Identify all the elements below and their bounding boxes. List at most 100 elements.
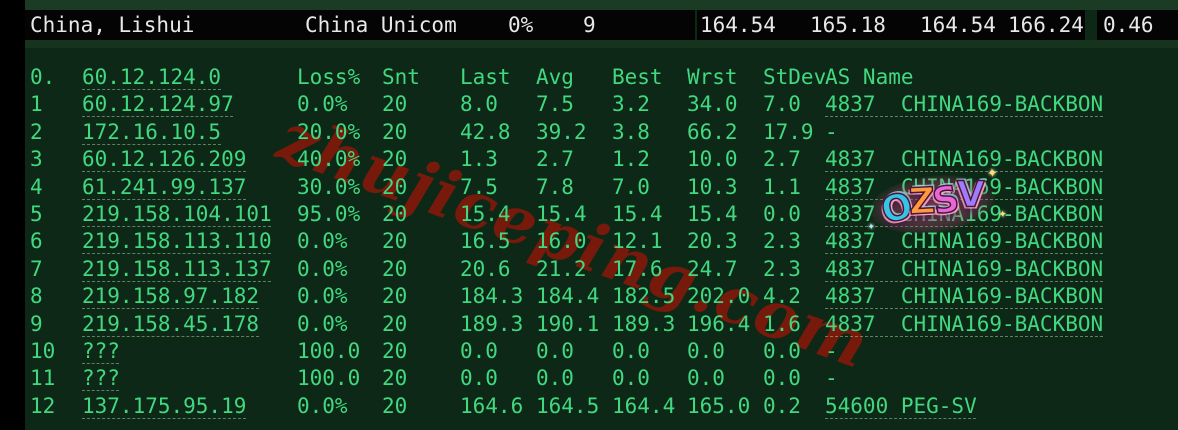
wrst-cell: 10.3	[687, 174, 738, 199]
host-ip-link[interactable]: 172.16.10.5	[82, 119, 222, 144]
host-ip-link[interactable]: ???	[82, 366, 120, 391]
avg-cell: 16.0	[536, 229, 587, 254]
hop-number: 11	[30, 366, 56, 391]
summary-stat-min: 164.54	[700, 13, 776, 37]
hop-number: 6	[30, 229, 43, 254]
asname-link[interactable]: 4837 CHINA169-BACKBON	[825, 311, 1104, 336]
summary-isp: China Unicom	[305, 13, 457, 37]
loss-cell: Loss%	[297, 65, 361, 89]
snt-cell: Snt	[382, 65, 420, 89]
stdev-cell: 1.1	[763, 174, 801, 199]
asname-link[interactable]: 4837 CHINA169-BACKBON	[825, 92, 1104, 117]
loss-cell: 0.0%	[297, 393, 348, 418]
last-cell: 15.4	[460, 201, 511, 226]
host-ip-link[interactable]: 219.158.97.182	[82, 284, 260, 309]
sparkle-icon: ✦	[867, 222, 874, 233]
best-cell: 182.5	[612, 284, 676, 309]
mtr-table: 0. 60.12.124.0 Loss% Snt Last Avg Best W…	[25, 64, 1178, 420]
hop-number: 0.	[30, 65, 56, 89]
best-cell: 0.0	[612, 366, 650, 391]
host-ip-link[interactable]: 219.158.113.137	[82, 256, 272, 281]
asname-link[interactable]: 4837 CHINA169-BACKBON	[825, 147, 1104, 172]
mtr-row: 2 172.16.10.5 20.0% 20 42.8 39.2 3.8 66.…	[25, 119, 1178, 146]
avg-cell: 0.0	[536, 338, 574, 363]
avg-cell: 21.2	[536, 256, 587, 281]
mtr-row: 12 137.175.95.19 0.0% 20 164.6 164.5 164…	[25, 393, 1178, 420]
last-cell: 20.6	[460, 256, 511, 281]
mtr-row: 7 219.158.113.137 0.0% 20 20.6 21.2 17.6…	[25, 256, 1178, 283]
asname-link: -	[825, 366, 838, 391]
summary-stdev: 0.46	[1103, 13, 1154, 37]
stdev-cell: 17.9	[763, 119, 814, 144]
summary-hop-count: 9	[583, 13, 596, 37]
best-cell: 189.3	[612, 311, 676, 336]
last-cell: 1.3	[460, 147, 498, 172]
wrst-cell: 24.7	[687, 256, 738, 281]
summary-bar-segment-right	[1097, 10, 1178, 40]
top-strip	[25, 0, 1178, 10]
asname-link: -	[825, 338, 838, 363]
last-cell: 164.6	[460, 393, 524, 418]
loss-cell: 100.0	[297, 366, 361, 391]
snt-cell: 20	[382, 147, 408, 172]
last-cell: 16.5	[460, 229, 511, 254]
hop-number: 12	[30, 393, 56, 418]
host-ip-link[interactable]: 137.175.95.19	[82, 393, 247, 418]
snt-cell: 20	[382, 311, 408, 336]
snt-cell: 20	[382, 92, 408, 117]
wrst-cell: 165.0	[687, 393, 751, 418]
best-cell: 7.0	[612, 174, 650, 199]
loss-cell: 0.0%	[297, 229, 348, 254]
last-cell: 42.8	[460, 119, 511, 144]
stdev-cell: 2.3	[763, 256, 801, 281]
asname-link[interactable]: 4837 CHINA169-BACKBON	[825, 256, 1104, 281]
stdev-cell: 7.0	[763, 92, 801, 117]
summary-bar-segment-middle	[697, 10, 1085, 40]
snt-cell: 20	[382, 119, 408, 144]
host-ip-link[interactable]: 60.12.126.209	[82, 147, 247, 172]
last-cell: 0.0	[460, 338, 498, 363]
wrst-cell: 0.0	[687, 366, 725, 391]
mtr-row: 9 219.158.45.178 0.0% 20 189.3 190.1 189…	[25, 311, 1178, 338]
hop-number: 7	[30, 256, 43, 281]
stdev-cell: 1.6	[763, 311, 801, 336]
sticker-letter: V	[956, 174, 983, 216]
host-ip-link[interactable]: 219.158.113.110	[82, 229, 272, 254]
asname-link[interactable]: 54600 PEG-SV	[825, 393, 977, 418]
summary-bar-segment-left	[25, 10, 695, 40]
best-cell: 3.8	[612, 119, 650, 144]
wrst-cell: 10.0	[687, 147, 738, 172]
host-ip-link[interactable]: 60.12.124.97	[82, 92, 234, 117]
host-ip-link[interactable]: ???	[82, 338, 120, 363]
sparkle-icon: ✦	[998, 209, 1006, 221]
snt-cell: 20	[382, 366, 408, 391]
host-ip-link[interactable]: 219.158.104.101	[82, 201, 272, 226]
host-ip-link[interactable]: 60.12.124.0	[82, 65, 222, 89]
last-cell: 0.0	[460, 366, 498, 391]
best-cell: 12.1	[612, 229, 663, 254]
avg-cell: 15.4	[536, 201, 587, 226]
mtr-row: 6 219.158.113.110 0.0% 20 16.5 16.0 12.1…	[25, 228, 1178, 255]
hop-number: 2	[30, 119, 43, 144]
mtr-row: 11 ??? 100.0 20 0.0 0.0 0.0 0.0 0.0 -	[25, 365, 1178, 392]
loss-cell: 0.0%	[297, 311, 348, 336]
host-ip-link[interactable]: 219.158.45.178	[82, 311, 260, 336]
mtr-report-panel: China, Lishui China Unicom 0% 9 164.54 1…	[25, 0, 1178, 430]
last-cell: 189.3	[460, 311, 524, 336]
wrst-cell: 0.0	[687, 338, 725, 363]
wrst-cell: 202.0	[687, 284, 751, 309]
snt-cell: 20	[382, 338, 408, 363]
summary-stat-avg: 165.18	[810, 13, 886, 37]
asname-link[interactable]: 4837 CHINA169-BACKBON	[825, 284, 1104, 309]
avg-cell: 0.0	[536, 366, 574, 391]
host-ip-link[interactable]: 61.241.99.137	[82, 174, 247, 199]
best-cell: Best	[612, 65, 663, 89]
snt-cell: 20	[382, 256, 408, 281]
hop-number: 5	[30, 201, 43, 226]
asname-link[interactable]: 4837 CHINA169-BACKBON	[825, 229, 1104, 254]
mtr-row: 8 219.158.97.182 0.0% 20 184.3 184.4 182…	[25, 283, 1178, 310]
best-cell: 17.6	[612, 256, 663, 281]
mtr-row: 1 60.12.124.97 0.0% 20 8.0 7.5 3.2 34.0 …	[25, 91, 1178, 118]
best-cell: 0.0	[612, 338, 650, 363]
